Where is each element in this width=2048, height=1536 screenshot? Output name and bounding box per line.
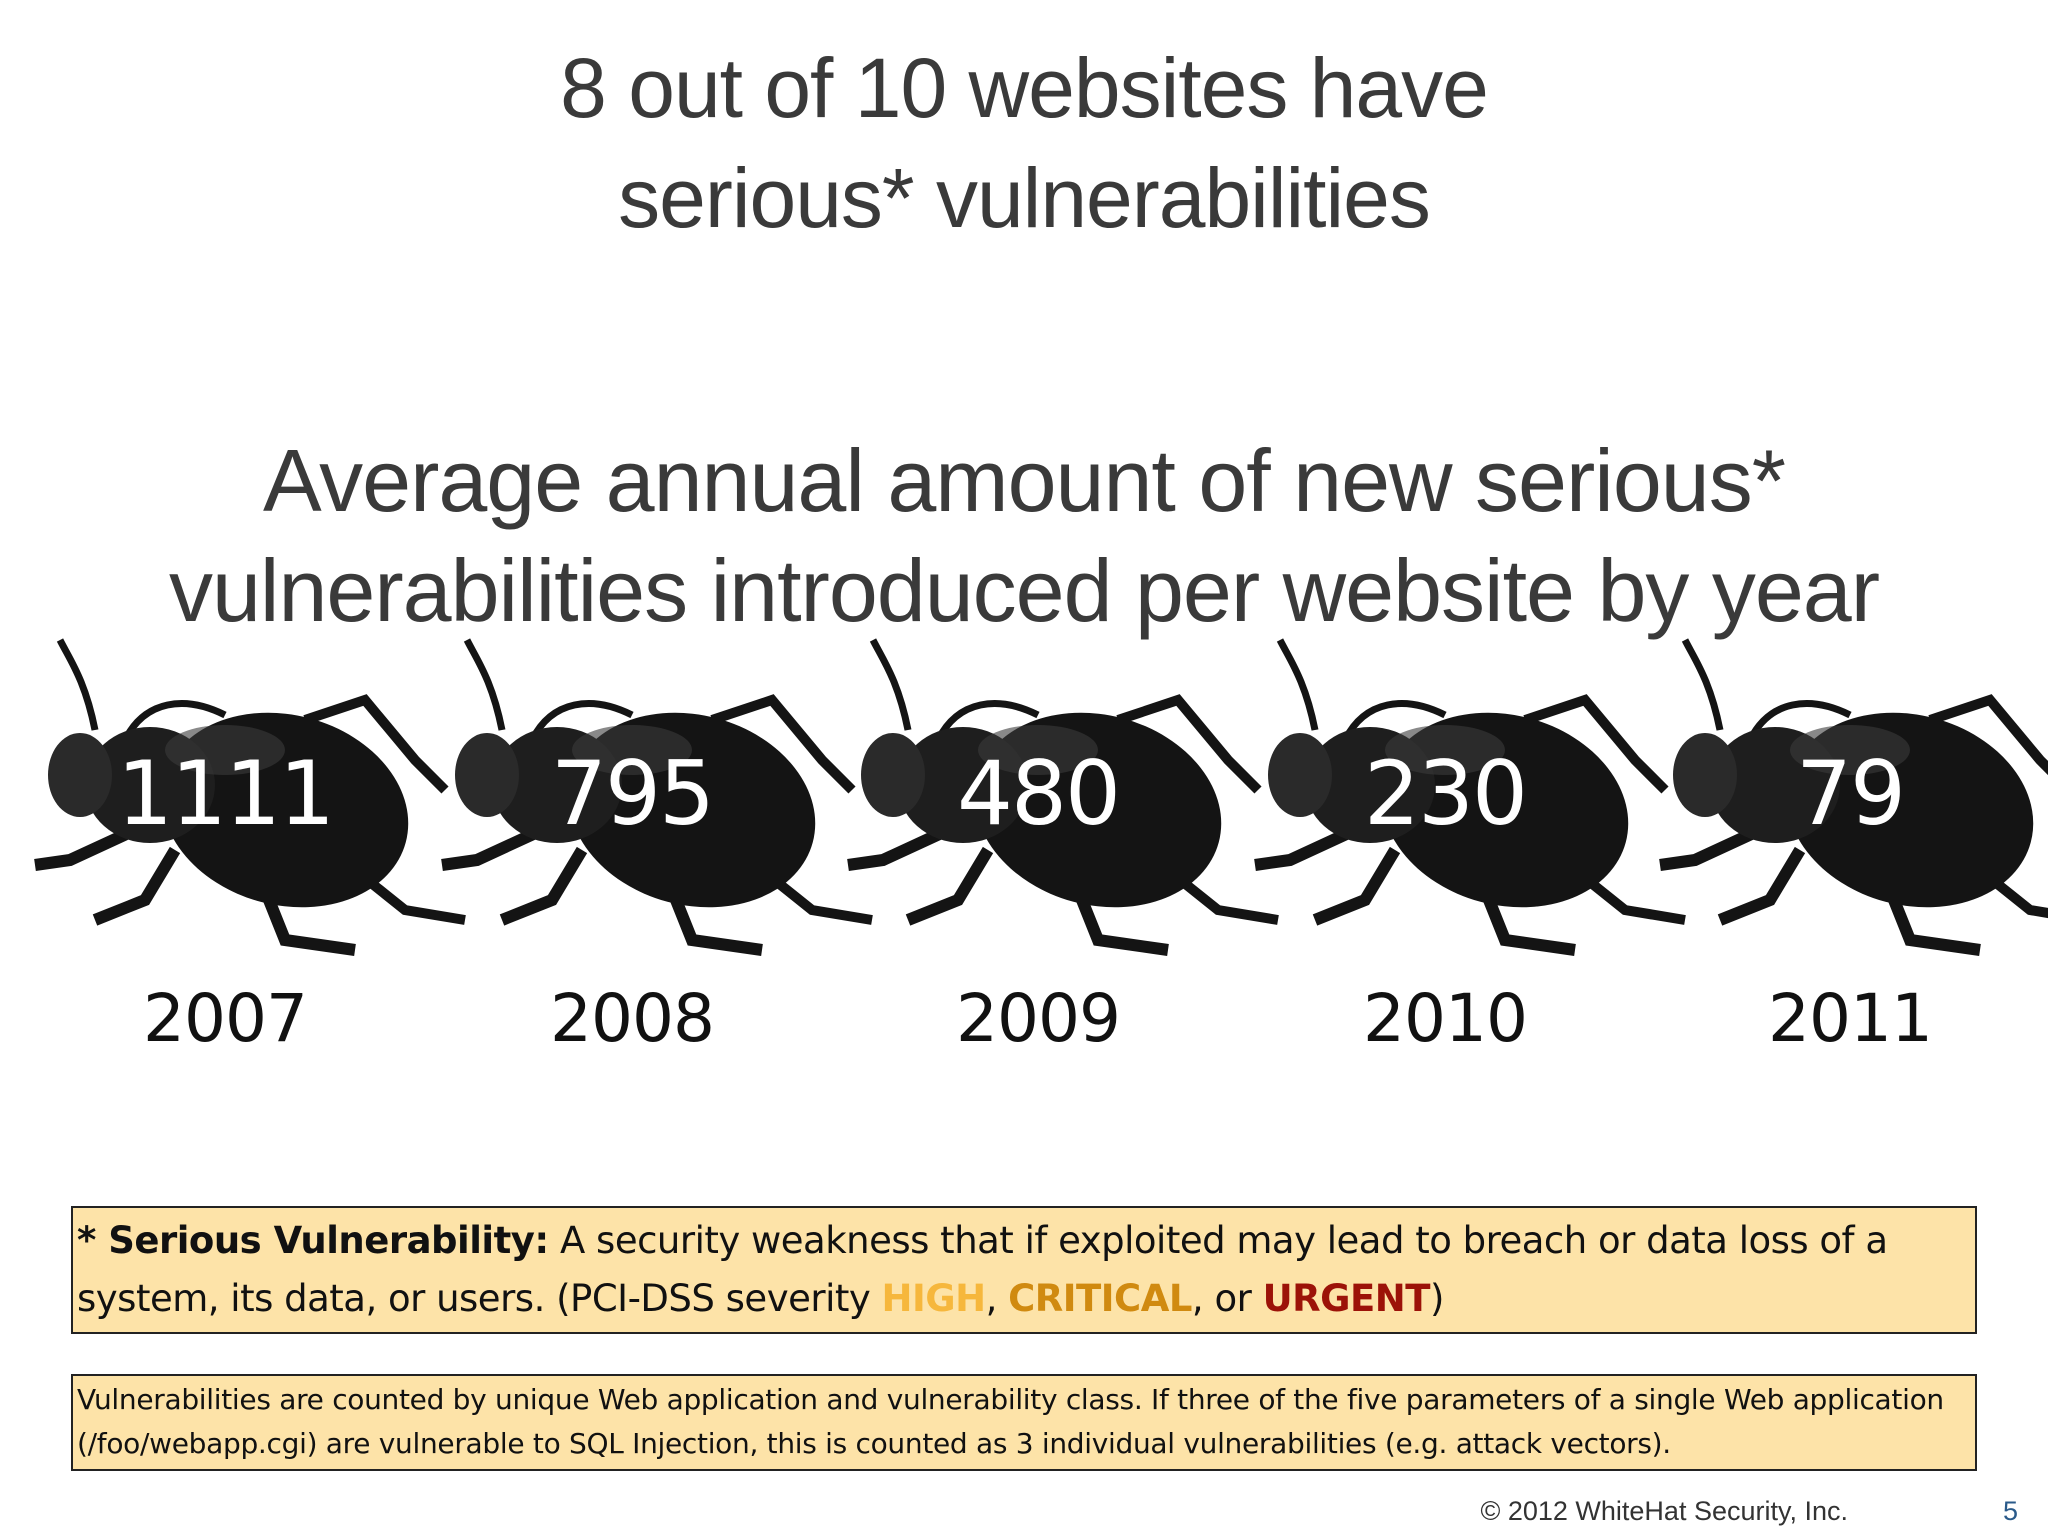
page-number: 5 [2002, 1496, 2018, 1526]
count-label: 480 [957, 742, 1121, 845]
year-label: 2008 [550, 980, 715, 1057]
definition-segment: CRITICAL [1008, 1277, 1192, 1320]
year-label: 2011 [1768, 980, 1933, 1057]
count-label: 79 [1796, 742, 1906, 845]
definition-segment: , or [1191, 1277, 1263, 1320]
definition-segment: URGENT [1262, 1277, 1431, 1320]
year-label: 2007 [143, 980, 308, 1057]
year-label: 2010 [1363, 980, 1528, 1057]
definition-segment: A security weakness that if exploited ma… [77, 1219, 1899, 1320]
count-label: 230 [1364, 742, 1528, 845]
footer: © 2012 WhiteHat Security, Inc. [1480, 1496, 1848, 1526]
title-line: 8 out of 10 websites have [560, 41, 1489, 135]
definition-segment: HIGH [881, 1277, 987, 1320]
definition-segment: ) [1429, 1277, 1444, 1320]
year-label: 2009 [956, 980, 1121, 1057]
definition-segment: * Serious Vulnerability: [77, 1219, 549, 1262]
definition-segment: , [985, 1277, 1009, 1320]
title-line: serious* vulnerabilities [618, 151, 1431, 245]
subtitle-line: Average annual amount of new serious* [263, 431, 1786, 530]
count-label: 1111 [117, 742, 335, 845]
count-label: 795 [551, 742, 715, 845]
note-box: Vulnerabilities are counted by unique We… [71, 1374, 1977, 1471]
subtitle-line: vulnerabilities introduced per website b… [168, 541, 1880, 640]
definition-box: * Serious Vulnerability: A security weak… [71, 1206, 1977, 1334]
